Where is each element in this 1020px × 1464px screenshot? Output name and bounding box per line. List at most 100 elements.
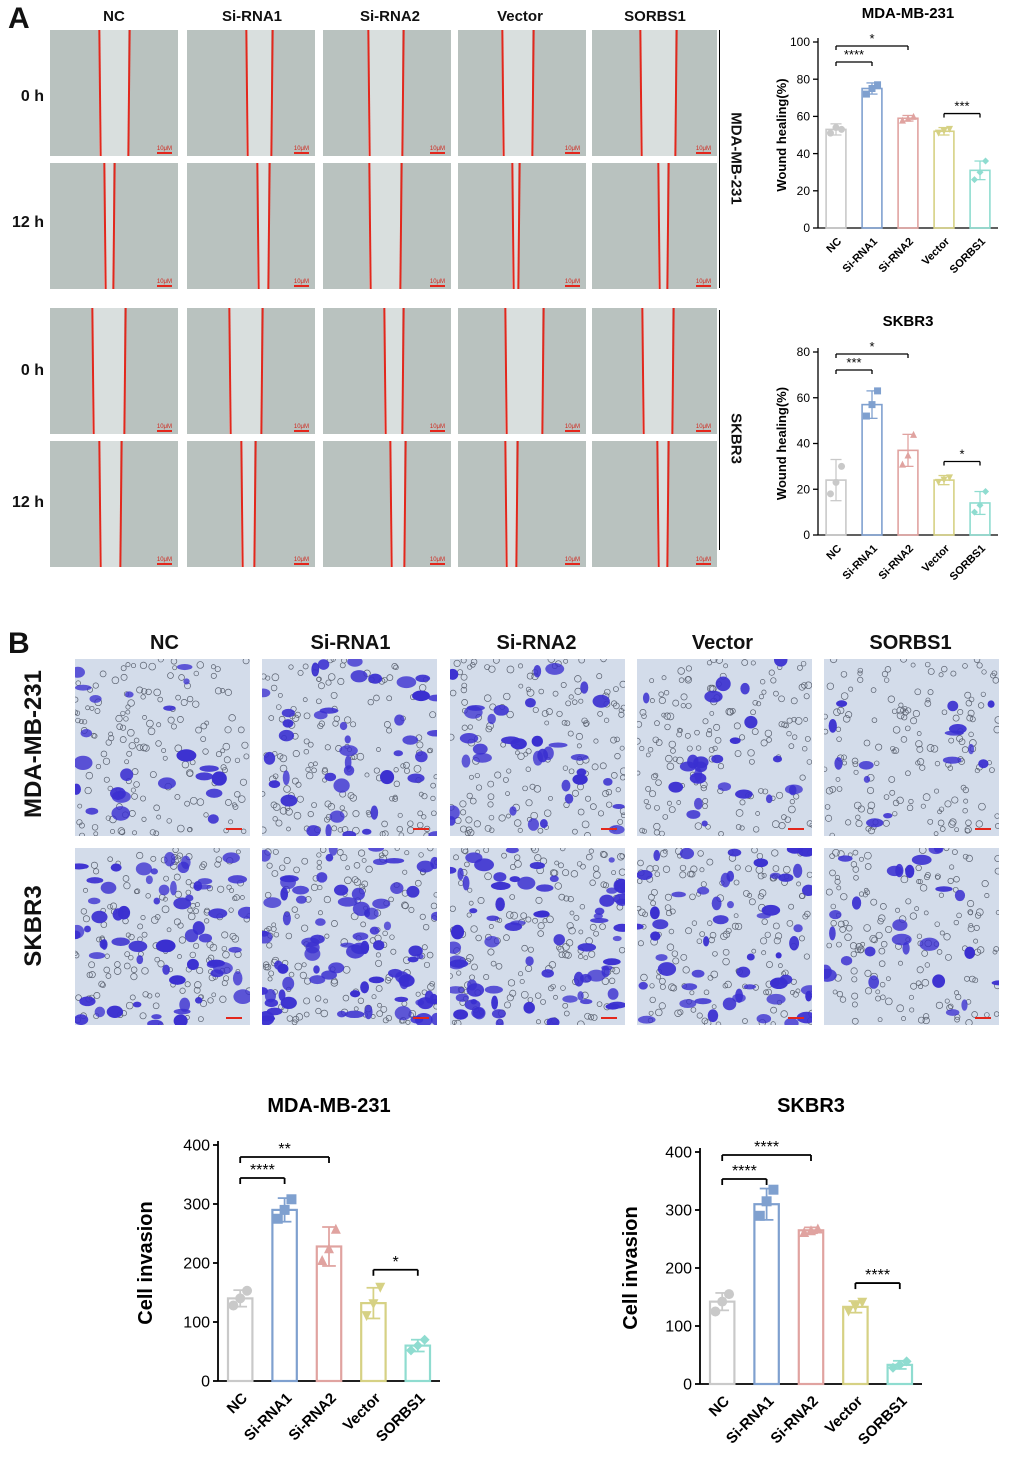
wound-edge-line bbox=[517, 163, 521, 289]
x-tick-label: NC bbox=[224, 1390, 251, 1417]
significance-label: **** bbox=[754, 1139, 779, 1156]
wound-image-r1-c2: 10μM bbox=[187, 30, 315, 156]
x-tick-label: Si-RNA1 bbox=[841, 236, 881, 276]
data-point bbox=[970, 176, 978, 184]
panel-b-col-sirna2: Si-RNA2 bbox=[496, 632, 577, 654]
significance-label: *** bbox=[846, 355, 861, 370]
chart-title: SKBR3 bbox=[777, 1095, 845, 1117]
data-point bbox=[286, 1194, 297, 1205]
y-axis-label: Wound healing(%) bbox=[774, 387, 789, 500]
x-tick-label: NC bbox=[824, 543, 844, 563]
scale-bar bbox=[601, 828, 617, 830]
panel-a-col-vector: Vector bbox=[497, 8, 543, 25]
data-point bbox=[317, 1255, 328, 1266]
data-point bbox=[904, 451, 912, 459]
y-tick-label: 400 bbox=[183, 1138, 210, 1155]
data-point bbox=[940, 476, 948, 484]
data-point bbox=[838, 125, 846, 133]
transwell-image-r2-c5 bbox=[824, 848, 999, 1025]
wound-image-r4-c2: 10μM bbox=[187, 441, 315, 567]
y-tick-label: 100 bbox=[183, 1315, 210, 1332]
chart-title: MDA-MB-231 bbox=[267, 1095, 390, 1117]
wound-image-r2-c5: 10μM bbox=[592, 163, 717, 289]
data-point bbox=[976, 168, 984, 176]
x-tick-label: Si-RNA1 bbox=[841, 543, 881, 583]
scale-bar: 10μM bbox=[695, 146, 712, 154]
data-point bbox=[934, 478, 942, 486]
y-tick-label: 200 bbox=[665, 1261, 692, 1278]
y-axis-label: Wound healing(%) bbox=[774, 78, 789, 191]
wound-image-r1-c3: 10μM bbox=[323, 30, 451, 156]
panel-a-group-mda: MDA-MB-231 bbox=[727, 112, 745, 205]
panel-a-letter: A bbox=[8, 2, 30, 35]
panel-b-col-nc: NC bbox=[150, 632, 179, 654]
scale-bar bbox=[975, 1017, 991, 1019]
data-point bbox=[832, 124, 840, 132]
significance-label: **** bbox=[732, 1163, 757, 1180]
transwell-image-r1-c3 bbox=[450, 659, 625, 836]
x-tick-label: Vector bbox=[920, 235, 953, 268]
panel-a-col-sirna1: Si-RNA1 bbox=[221, 8, 282, 25]
data-point bbox=[982, 488, 990, 496]
data-point bbox=[862, 90, 870, 98]
data-point bbox=[419, 1334, 430, 1345]
wound-edge-line bbox=[531, 30, 535, 156]
data-point bbox=[330, 1223, 341, 1234]
x-tick-label: NC bbox=[824, 236, 844, 256]
data-point bbox=[412, 1340, 423, 1351]
chart-title: MDA-MB-231 bbox=[862, 5, 955, 22]
y-tick-label: 300 bbox=[183, 1197, 210, 1214]
y-axis-label: Cell invasion bbox=[620, 1206, 642, 1329]
significance-label: * bbox=[959, 447, 964, 462]
scale-bar bbox=[226, 828, 242, 830]
y-tick-label: 100 bbox=[665, 1319, 692, 1336]
data-point bbox=[724, 1289, 735, 1300]
bar-vector bbox=[842, 1305, 869, 1386]
wound-edge-line bbox=[127, 30, 131, 156]
y-tick-label: 20 bbox=[797, 482, 811, 496]
wound-edge-line bbox=[666, 163, 670, 289]
bar-si-rna2 bbox=[797, 1229, 825, 1386]
wound-image-r3-c3: 10μM bbox=[323, 308, 451, 434]
x-tick-label: Vector bbox=[920, 542, 953, 575]
y-tick-label: 0 bbox=[683, 1377, 692, 1394]
transwell-image-r1-c4 bbox=[637, 659, 812, 836]
x-tick-label: SORBS1 bbox=[373, 1390, 429, 1446]
scale-bar: 10μM bbox=[564, 146, 581, 154]
scale-bar: 10μM bbox=[695, 424, 712, 432]
bar-si-rna2 bbox=[897, 117, 919, 229]
data-point bbox=[898, 116, 906, 124]
transwell-image-r2-c4 bbox=[637, 848, 812, 1025]
data-point bbox=[910, 112, 918, 120]
scale-bar bbox=[788, 828, 804, 830]
skbr3-group-bracket bbox=[719, 310, 720, 550]
wound-edge-line bbox=[260, 308, 264, 434]
data-point bbox=[874, 387, 882, 395]
data-point bbox=[904, 114, 912, 122]
significance-label: ** bbox=[278, 1141, 290, 1158]
panel-b-col-sirna1: Si-RNA1 bbox=[310, 632, 391, 654]
wound-image-r4-c5: 10μM bbox=[592, 441, 717, 567]
panel-a-col-sirna2: Si-RNA2 bbox=[359, 8, 420, 25]
panel-b-letter: B bbox=[8, 627, 30, 660]
data-point bbox=[242, 1285, 253, 1296]
wound-edge-line bbox=[666, 441, 670, 567]
significance-label: **** bbox=[844, 47, 864, 62]
scale-bar: 10μM bbox=[429, 279, 446, 287]
x-tick-label: SORBS1 bbox=[855, 1393, 911, 1449]
y-tick-label: 0 bbox=[803, 528, 810, 542]
wound-edge-line bbox=[399, 163, 403, 289]
x-tick-label: Si-RNA2 bbox=[877, 543, 917, 583]
data-point bbox=[934, 129, 942, 137]
scale-bar bbox=[975, 828, 991, 830]
scale-bar bbox=[226, 1017, 242, 1019]
data-point bbox=[368, 1299, 379, 1310]
wound-image-r3-c4: 10μM bbox=[458, 308, 586, 434]
bar-nc bbox=[825, 128, 847, 229]
scale-bar bbox=[413, 828, 429, 830]
data-point bbox=[324, 1243, 334, 1254]
significance-label: **** bbox=[865, 1267, 890, 1284]
data-point bbox=[235, 1293, 246, 1304]
